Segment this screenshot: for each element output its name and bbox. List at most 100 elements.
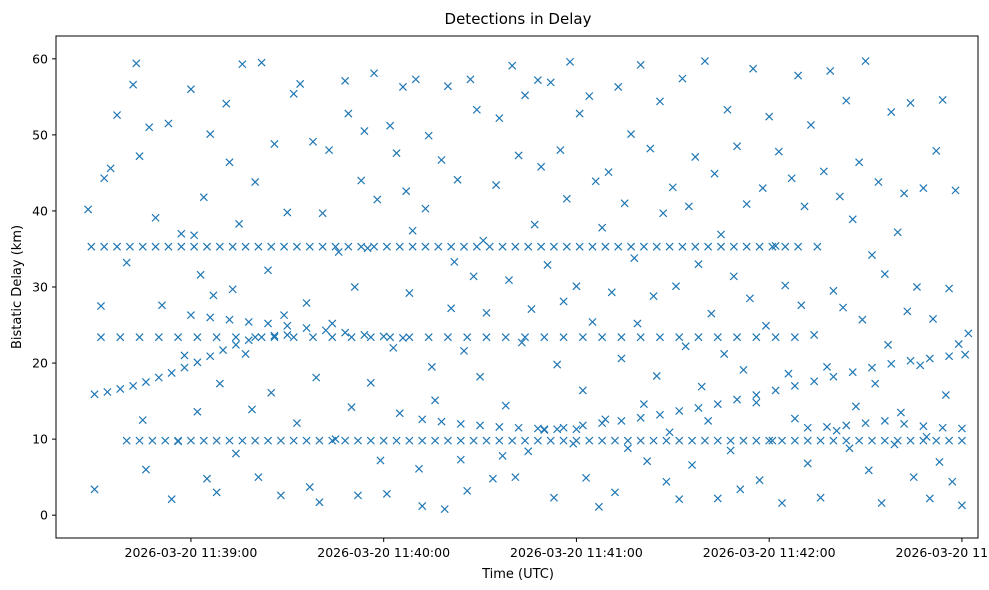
data-point-marker [392,149,401,158]
data-point-marker [900,189,909,198]
data-point-marker [209,291,218,300]
data-point-marker [864,466,873,475]
data-point-marker [283,321,292,330]
data-point-marker [681,342,690,351]
data-point-marker [151,242,160,251]
data-point-marker [495,422,504,431]
data-point-marker [652,242,661,251]
data-point-marker [803,459,812,468]
data-point-marker [254,242,263,251]
data-point-marker [925,354,934,363]
data-point-marker [842,96,851,105]
data-point-marker [604,168,613,177]
data-point-marker [244,336,253,345]
data-point-marker [379,332,388,341]
data-point-marker [842,436,851,445]
data-point-marker [395,409,404,418]
data-point-marker [90,390,99,399]
data-point-marker [729,242,738,251]
data-point-marker [328,333,337,342]
data-point-marker [572,282,581,291]
data-points [84,57,973,514]
data-point-marker [700,436,709,445]
data-point-marker [957,436,966,445]
data-point-marker [379,436,388,445]
data-point-marker [241,349,250,358]
data-point-marker [961,350,970,359]
data-point-marker [803,436,812,445]
data-point-marker [280,311,289,320]
data-point-marker [90,485,99,494]
data-point-marker [578,421,587,430]
data-point-marker [215,242,224,251]
data-point-marker [145,123,154,132]
data-point-marker [424,131,433,140]
data-point-marker [231,340,240,349]
data-point-marker [125,242,134,251]
data-point-marker [601,415,610,424]
data-point-marker [803,423,812,432]
data-point-marker [443,436,452,445]
data-point-marker [829,286,838,295]
data-point-marker [186,311,195,320]
data-point-marker [671,282,681,291]
data-point-marker [945,436,954,445]
data-point-marker [206,352,215,361]
data-point-marker [678,242,687,251]
data-point-marker [264,319,273,328]
data-point-marker [241,242,250,251]
data-point-marker [871,379,880,388]
data-point-marker [280,242,289,251]
data-point-marker [418,415,427,424]
data-point-marker [636,413,645,422]
data-point-marker [906,98,915,107]
data-point-marker [649,292,658,301]
data-point-marker [138,416,147,425]
data-point-marker [437,417,446,426]
data-point-marker [517,338,526,347]
data-point-marker [264,436,273,445]
data-point-marker [752,333,761,342]
data-point-marker [495,114,504,123]
data-point-marker [238,60,247,69]
data-point-marker [231,449,240,458]
data-point-marker [787,174,796,183]
data-point-marker [941,390,950,400]
data-point-marker [675,436,684,445]
data-point-marker [463,333,472,342]
data-point-marker [932,436,941,445]
data-point-marker [498,242,507,251]
data-point-marker [749,64,758,73]
data-point-marker [405,333,414,342]
data-point-marker [231,333,240,342]
data-point-marker [916,361,925,370]
data-point-marker [598,436,607,445]
data-point-marker [906,436,915,445]
data-point-marker [585,436,594,445]
data-point-marker [800,202,809,211]
data-point-marker [270,139,279,149]
data-point-marker [675,495,684,504]
data-point-marker [752,436,761,445]
data-point-marker [308,137,318,146]
data-point-marker [402,187,411,196]
data-point-marker [691,152,700,161]
data-point-marker [903,307,912,316]
data-point-marker [186,85,195,94]
data-point-marker [614,242,623,251]
data-point-marker [704,242,713,251]
data-point-marker [521,436,530,445]
data-point-marker [498,451,507,460]
data-point-marker [559,333,568,342]
data-point-marker [276,436,285,445]
data-point-marker [569,439,578,448]
x-axis-label: Time (UTC) [481,567,554,582]
data-point-marker [877,498,886,508]
data-point-marker [129,80,138,89]
data-point-marker [546,78,555,87]
data-point-marker [781,242,790,251]
x-tick-label: 2026-03-20 11:41:00 [510,545,643,560]
data-point-marker [414,464,424,473]
data-point-marker [270,331,279,340]
data-point-marker [945,284,954,293]
